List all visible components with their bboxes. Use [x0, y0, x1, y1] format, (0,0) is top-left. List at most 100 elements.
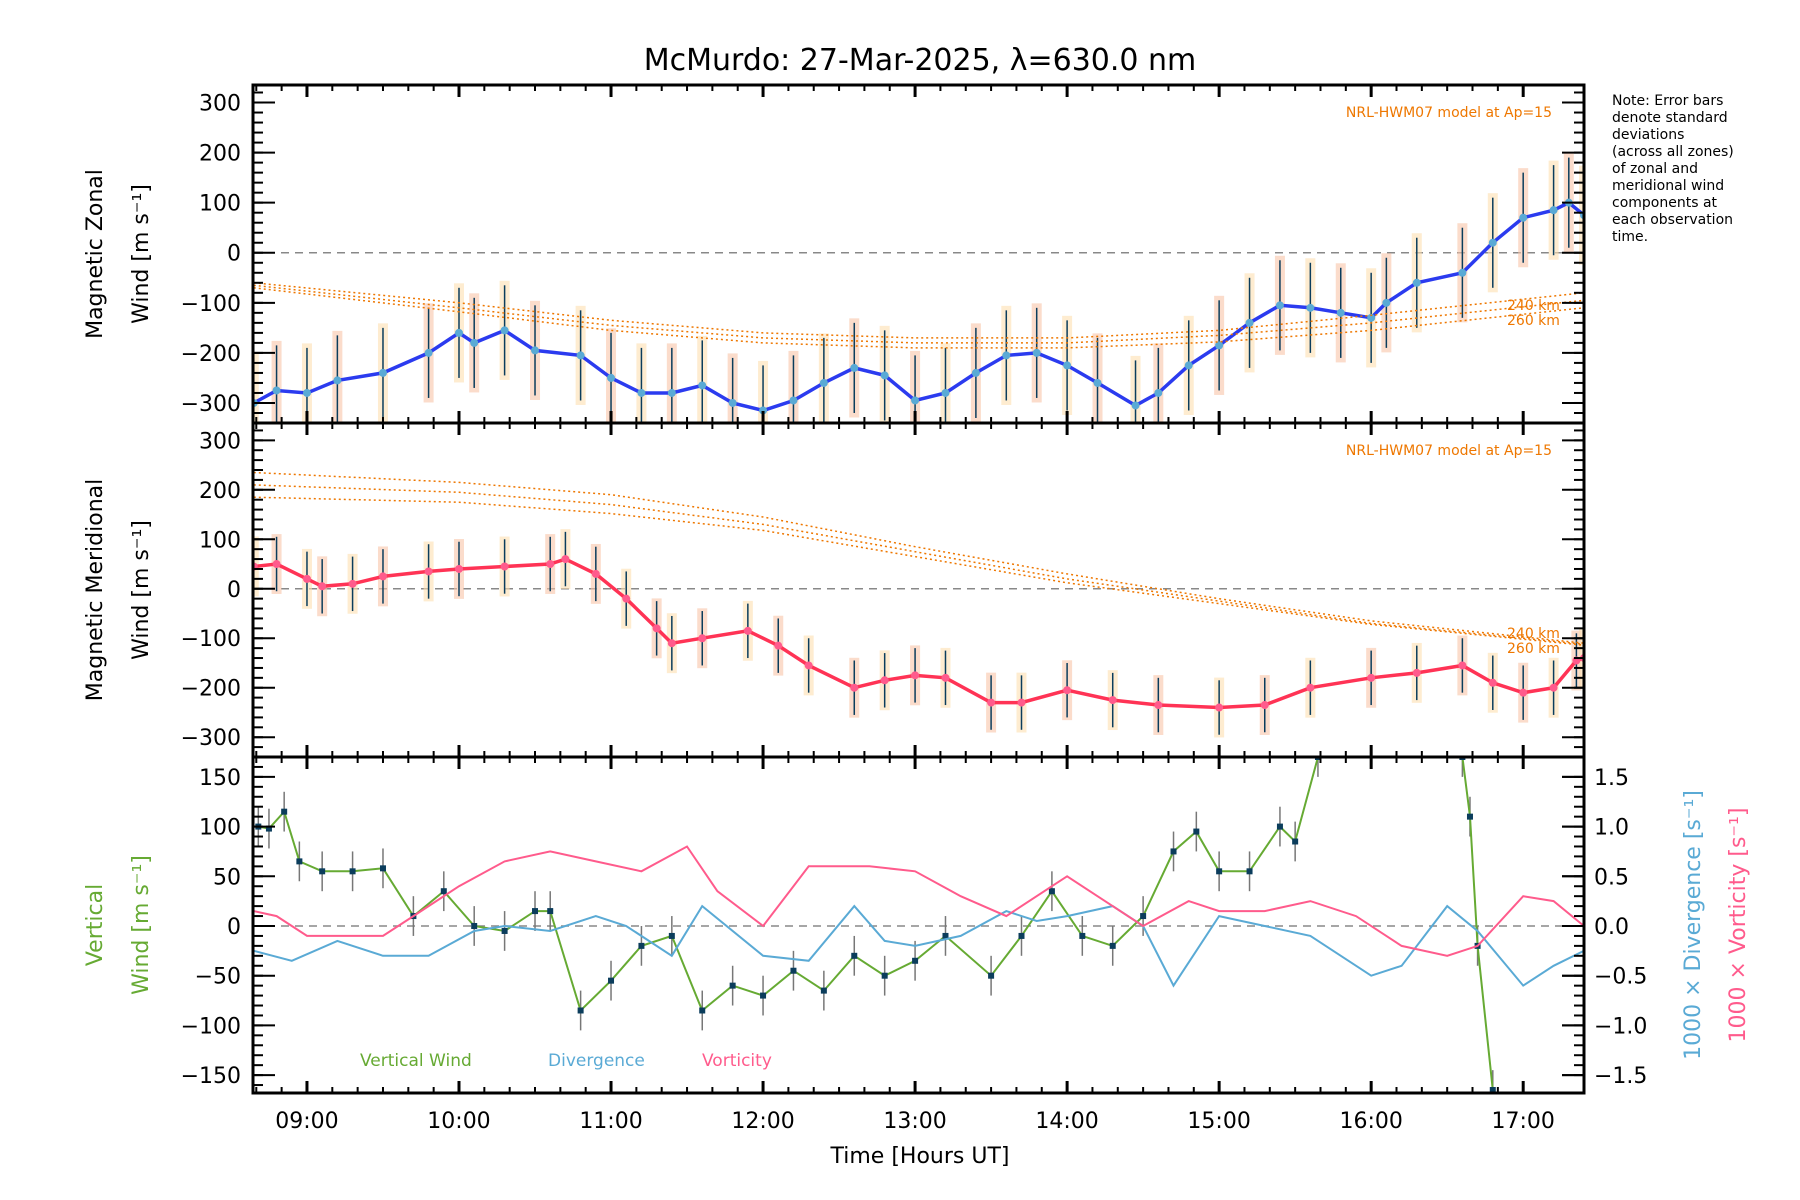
data-point: [1260, 701, 1269, 710]
y-axis-label: Vertical: [83, 884, 108, 966]
data-point: [729, 982, 736, 989]
data-point: [281, 808, 288, 815]
model-label: NRL-HWM07 model at Ap=15: [1346, 105, 1552, 121]
data-point: [547, 908, 554, 915]
data-point: [379, 865, 386, 872]
data-point: [1382, 298, 1391, 307]
model-alt-label: 260 km: [1507, 313, 1560, 329]
data-point: [942, 932, 949, 939]
x-tick-label: 16:00: [1339, 1109, 1402, 1134]
data-point: [1458, 268, 1467, 277]
data-point: [1079, 932, 1086, 939]
data-point: [1215, 703, 1224, 712]
data-point: [532, 908, 539, 915]
data-point: [941, 673, 950, 682]
y-tick-label: −100: [181, 1014, 241, 1039]
data-point: [1412, 278, 1421, 287]
x-tick-label: 15:00: [1187, 1109, 1250, 1134]
note-line: (across all zones): [1612, 144, 1734, 160]
data-point: [1336, 308, 1345, 317]
data-point: [501, 927, 508, 934]
y2-axis-label-divergence: 1000 × Divergence [s⁻¹]: [1681, 790, 1706, 1060]
note-line: denote standard: [1612, 110, 1728, 126]
x-axis-label: Time [Hours UT]: [830, 1144, 1010, 1169]
data-point: [1275, 301, 1284, 310]
data-point: [850, 683, 859, 692]
data-point: [790, 967, 797, 974]
data-point: [971, 368, 980, 377]
data-point: [622, 594, 631, 603]
x-tick-label: 12:00: [731, 1109, 794, 1134]
data-point: [1549, 206, 1558, 215]
note-line: of zonal and: [1612, 161, 1698, 177]
data-point: [1108, 696, 1117, 705]
data-point: [819, 378, 828, 387]
data-point: [699, 1007, 706, 1014]
y-axis-label: Wind [m s⁻¹]: [129, 184, 154, 324]
legend-item: Vertical Wind: [360, 1051, 472, 1071]
data-point: [1276, 823, 1283, 830]
note-line: time.: [1612, 229, 1648, 245]
y-tick-label: −300: [181, 726, 241, 751]
data-point: [546, 560, 555, 569]
data-point: [471, 922, 478, 929]
series-vorticity: [253, 845, 1584, 957]
data-point: [1154, 388, 1163, 397]
data-point: [378, 572, 387, 581]
data-point: [851, 952, 858, 959]
data-point: [667, 388, 676, 397]
data-point: [500, 562, 509, 571]
legend-item: Vorticity: [702, 1051, 772, 1071]
data-point: [1367, 313, 1376, 322]
model-alt-label: 240 km: [1507, 626, 1560, 642]
plot-area: [253, 471, 1584, 738]
data-point: [698, 634, 707, 643]
data-point: [1063, 361, 1072, 370]
y2-tick-label: 0.5: [1594, 865, 1629, 890]
data-point: [1488, 238, 1497, 247]
data-point: [760, 992, 767, 999]
y2-tick-label: 1.5: [1594, 766, 1629, 791]
x-tick-label: 17:00: [1491, 1109, 1554, 1134]
data-point: [1245, 318, 1254, 327]
data-point: [1048, 888, 1055, 895]
series-hwm07-240-km: [253, 284, 1584, 344]
data-point: [743, 626, 752, 635]
series-hwm07-260-km: [253, 496, 1584, 646]
data-point: [1109, 942, 1116, 949]
data-point: [789, 396, 798, 405]
y-tick-label: 100: [199, 192, 241, 217]
y-tick-label: 200: [199, 142, 241, 167]
figure-title: McMurdo: 27-Mar-2025, λ=630.0 nm: [644, 43, 1197, 78]
data-point: [1131, 401, 1140, 410]
data-point: [1306, 303, 1315, 312]
data-point: [1140, 913, 1147, 920]
data-point: [637, 388, 646, 397]
y-axis-label: Magnetic Meridional: [83, 479, 108, 701]
data-point: [1458, 661, 1467, 670]
y2-tick-label: 1.0: [1594, 816, 1629, 841]
plot-area: [253, 153, 1584, 423]
y-tick-label: 150: [199, 766, 241, 791]
y2-tick-label: −1.0: [1594, 1014, 1647, 1039]
data-point: [1216, 868, 1223, 875]
data-point: [1002, 351, 1011, 360]
x-tick-label: 14:00: [1035, 1109, 1098, 1134]
x-tick-label: 13:00: [883, 1109, 946, 1134]
y2-tick-label: −1.5: [1594, 1064, 1647, 1089]
data-point: [1367, 673, 1376, 682]
data-point: [668, 932, 675, 939]
y-tick-label: 100: [199, 528, 241, 553]
data-point: [531, 346, 540, 355]
series-hwm07-240-km: [253, 484, 1584, 645]
panel-frame: [251, 755, 1586, 1095]
data-point: [1488, 678, 1497, 687]
series-hwm07-260-km: [253, 287, 1584, 349]
model-label: NRL-HWM07 model at Ap=15: [1346, 443, 1552, 459]
data-point: [272, 560, 281, 569]
y-tick-label: 0: [227, 242, 241, 267]
data-point: [378, 368, 387, 377]
data-point: [698, 381, 707, 390]
x-tick-label: 11:00: [579, 1109, 642, 1134]
